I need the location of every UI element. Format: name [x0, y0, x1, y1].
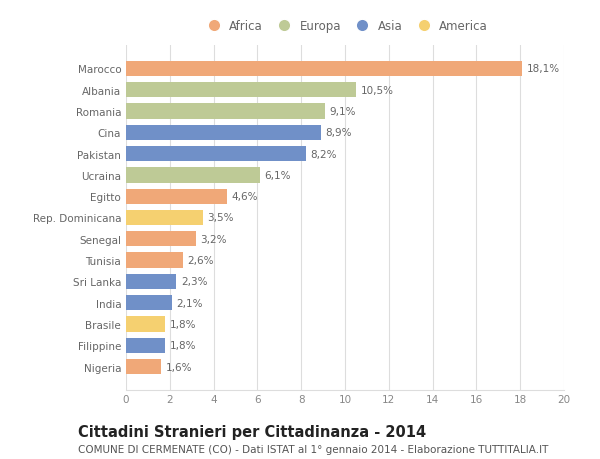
Text: 9,1%: 9,1%	[329, 107, 356, 117]
Bar	[126, 83, 356, 98]
Text: 1,8%: 1,8%	[170, 319, 196, 329]
Text: 18,1%: 18,1%	[527, 64, 560, 74]
Bar	[126, 359, 161, 375]
Bar	[126, 189, 227, 204]
Bar	[126, 62, 523, 77]
Bar	[126, 125, 321, 140]
Bar	[126, 253, 183, 268]
Bar	[126, 210, 203, 226]
Bar	[126, 274, 176, 290]
Text: 2,6%: 2,6%	[187, 256, 214, 266]
Legend: Africa, Europa, Asia, America: Africa, Europa, Asia, America	[200, 17, 490, 35]
Bar	[126, 104, 325, 119]
Bar	[126, 168, 260, 183]
Bar	[126, 317, 166, 332]
Bar	[126, 146, 305, 162]
Text: 6,1%: 6,1%	[264, 170, 290, 180]
Text: 2,1%: 2,1%	[176, 298, 203, 308]
Text: 1,8%: 1,8%	[170, 341, 196, 351]
Text: 10,5%: 10,5%	[361, 85, 394, 95]
Text: 2,3%: 2,3%	[181, 277, 207, 287]
Text: 4,6%: 4,6%	[231, 192, 257, 202]
Text: COMUNE DI CERMENATE (CO) - Dati ISTAT al 1° gennaio 2014 - Elaborazione TUTTITAL: COMUNE DI CERMENATE (CO) - Dati ISTAT al…	[78, 444, 548, 454]
Text: Cittadini Stranieri per Cittadinanza - 2014: Cittadini Stranieri per Cittadinanza - 2…	[78, 425, 426, 440]
Text: 1,6%: 1,6%	[166, 362, 192, 372]
Bar	[126, 232, 196, 247]
Text: 8,9%: 8,9%	[325, 128, 352, 138]
Text: 8,2%: 8,2%	[310, 149, 337, 159]
Text: 3,2%: 3,2%	[200, 234, 227, 244]
Text: 3,5%: 3,5%	[207, 213, 233, 223]
Bar	[126, 296, 172, 311]
Bar	[126, 338, 166, 353]
